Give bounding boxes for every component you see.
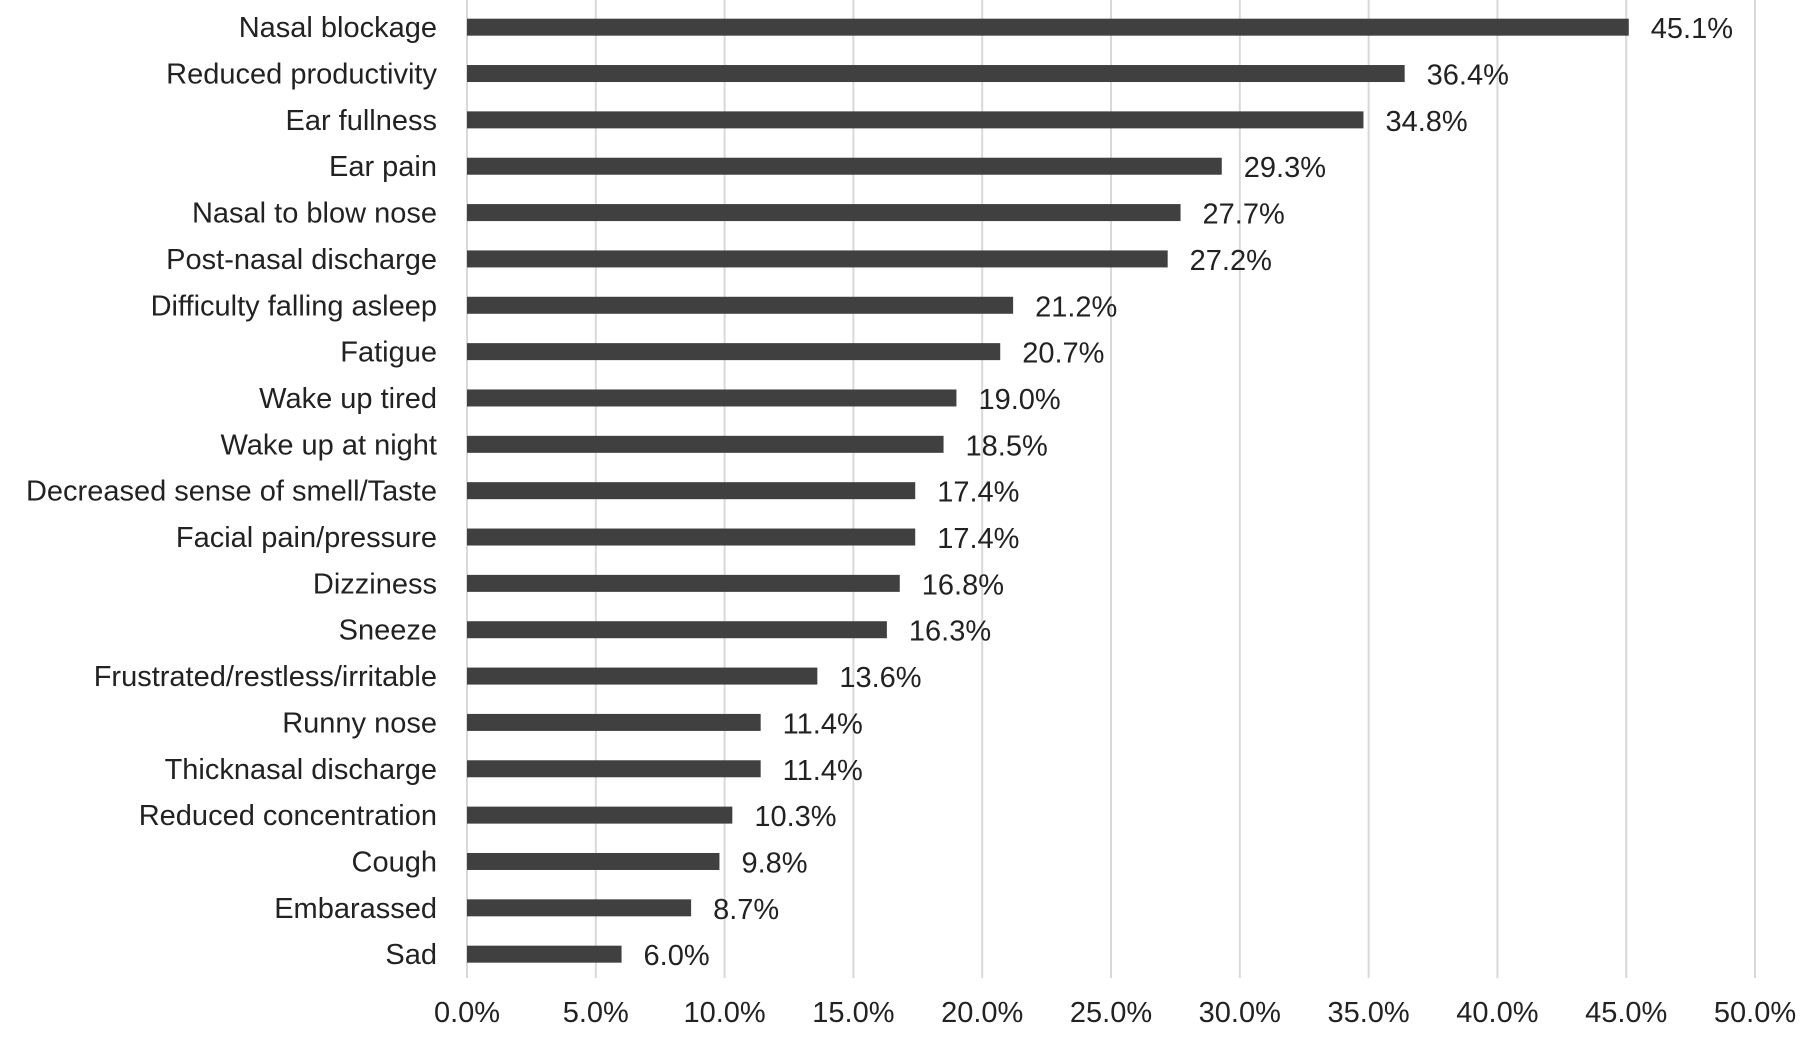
data-label-10: 17.4% [937, 477, 1019, 509]
data-label-11: 17.4% [937, 523, 1019, 555]
data-label-3: 29.3% [1244, 152, 1326, 184]
data-label-8: 19.0% [978, 384, 1060, 416]
category-label-14: Frustrated/restless/irritable [94, 661, 437, 693]
category-label-5: Post-nasal discharge [166, 244, 437, 276]
bar-4 [467, 204, 1181, 222]
data-label-17: 10.3% [754, 801, 836, 833]
x-tick-label-2: 10.0% [683, 997, 765, 1029]
bar-3 [467, 157, 1222, 175]
data-label-18: 9.8% [741, 847, 807, 879]
category-label-20: Sad [385, 939, 437, 971]
x-tick-label-7: 35.0% [1327, 997, 1409, 1029]
bar-15 [467, 713, 761, 731]
data-label-15: 11.4% [783, 708, 863, 740]
bar-18 [467, 852, 720, 870]
category-label-19: Embarassed [274, 893, 437, 925]
category-label-11: Facial pain/pressure [176, 522, 437, 554]
category-label-2: Ear fullness [285, 105, 437, 137]
bar-7 [467, 343, 1001, 361]
data-label-6: 21.2% [1035, 291, 1117, 323]
category-label-1: Reduced productivity [166, 59, 437, 91]
x-tick-label-4: 20.0% [941, 997, 1023, 1029]
x-tick-label-0: 0.0% [434, 997, 500, 1029]
data-label-1: 36.4% [1427, 60, 1509, 92]
data-label-2: 34.8% [1385, 106, 1467, 138]
bar-13 [467, 621, 887, 639]
x-tick-label-10: 50.0% [1714, 997, 1796, 1029]
data-label-5: 27.2% [1190, 245, 1272, 277]
x-tick-label-9: 45.0% [1585, 997, 1667, 1029]
category-label-8: Wake up tired [259, 383, 437, 415]
data-label-14: 13.6% [839, 662, 921, 694]
bar-20 [467, 945, 622, 963]
x-axis-tick-labels: 0.0% 5.0% 10.0% 15.0% 20.0% 25.0% 30.0% 35.0% 40… [434, 997, 1796, 1029]
category-label-4: Nasal to blow nose [192, 198, 437, 230]
data-label-4: 27.7% [1203, 199, 1285, 231]
category-label-12: Dizziness [313, 568, 437, 600]
category-label-13: Sneeze [339, 615, 437, 647]
category-label-16: Thicknasal discharge [165, 754, 437, 786]
category-label-17: Reduced concentration [139, 800, 437, 832]
bar-14 [467, 667, 818, 685]
data-label-20: 6.0% [644, 940, 710, 972]
x-tick-label-6: 30.0% [1199, 997, 1281, 1029]
bar-11 [467, 528, 916, 546]
x-tick-label-1: 5.0% [563, 997, 629, 1029]
bar-5 [467, 250, 1168, 268]
category-label-9: Wake up at night [220, 429, 437, 461]
data-label-19: 8.7% [713, 894, 779, 926]
category-label-0: Nasal blockage [239, 12, 437, 44]
category-label-7: Fatigue [340, 337, 437, 369]
bar-17 [467, 806, 733, 824]
bar-10 [467, 482, 916, 500]
category-labels: Nasal blockage Reduced productivity Ear fu… [26, 12, 438, 971]
bar-19 [467, 899, 692, 917]
data-label-13: 16.3% [909, 616, 991, 648]
category-label-15: Runny nose [282, 707, 437, 739]
bar-8 [467, 389, 957, 407]
data-label-0: 45.1% [1651, 13, 1733, 45]
category-label-6: Difficulty falling asleep [151, 290, 437, 322]
data-label-16: 11.4% [783, 755, 863, 787]
data-labels: 45.1% 36.4% 34.8% 29.3% 27.7% 27.2% 21.2% 20.7%… [644, 13, 1733, 972]
bar-12 [467, 574, 900, 592]
bar-9 [467, 435, 944, 453]
bars [467, 18, 1629, 963]
data-label-9: 18.5% [966, 430, 1048, 462]
bar-0 [467, 18, 1629, 36]
category-label-18: Cough [352, 846, 437, 878]
x-tick-label-3: 15.0% [812, 997, 894, 1029]
bar-16 [467, 760, 761, 778]
category-label-10: Decreased sense of smell/Taste [26, 476, 437, 508]
data-label-7: 20.7% [1022, 338, 1104, 370]
bar-2 [467, 111, 1364, 129]
category-label-3: Ear pain [329, 151, 437, 183]
x-tick-label-8: 40.0% [1456, 997, 1538, 1029]
x-tick-label-5: 25.0% [1070, 997, 1152, 1029]
data-label-12: 16.8% [922, 569, 1004, 601]
bar-1 [467, 65, 1405, 83]
bar-6 [467, 296, 1014, 314]
